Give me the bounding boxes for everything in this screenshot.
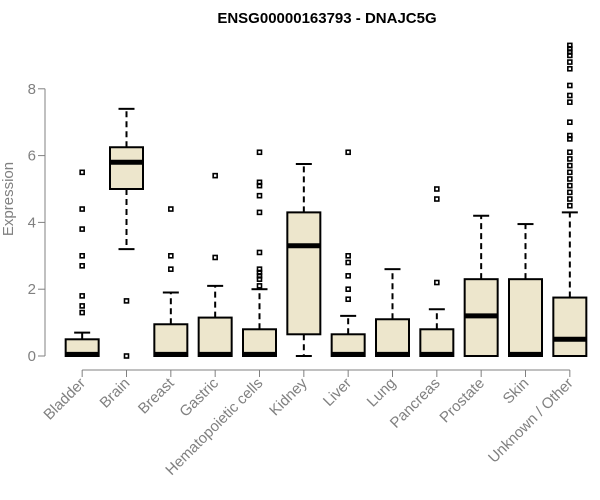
outlier-point xyxy=(79,293,85,299)
box xyxy=(197,316,233,357)
chart-title: ENSG00000163793 - DNAJC5G xyxy=(217,10,436,27)
x-tick-label: Bladder xyxy=(40,375,89,424)
box-group xyxy=(419,186,455,357)
outlier-point xyxy=(567,202,573,209)
outlier-point xyxy=(79,169,85,176)
outlier-point xyxy=(123,353,130,359)
outlier-point xyxy=(168,266,174,272)
boxes-group xyxy=(64,42,588,359)
outlier-point xyxy=(567,82,573,89)
y-tick-label: 8 xyxy=(28,81,36,98)
box-group xyxy=(242,149,277,357)
outlier-point xyxy=(212,172,218,179)
outlier-point xyxy=(79,309,85,316)
box-group xyxy=(463,214,499,357)
box xyxy=(508,278,543,357)
outlier-point xyxy=(79,206,85,212)
box-group xyxy=(330,149,366,358)
box-group xyxy=(286,162,322,357)
outlier-point xyxy=(345,149,351,156)
x-tick-label: Liver xyxy=(320,375,355,410)
box-group xyxy=(153,206,189,357)
outlier-point xyxy=(567,42,573,49)
outlier-point xyxy=(79,226,85,232)
box-group xyxy=(508,223,543,357)
box-group xyxy=(109,107,144,359)
outlier-point xyxy=(567,189,573,196)
outlier-point xyxy=(345,273,351,279)
outlier-point xyxy=(345,296,351,303)
x-tick-label: Brain xyxy=(97,375,134,412)
outlier-point xyxy=(79,303,85,309)
box-group xyxy=(64,169,100,357)
y-tick-label: 6 xyxy=(28,148,36,165)
y-tick-label: 0 xyxy=(28,348,36,365)
box-group xyxy=(197,172,233,357)
outlier-point xyxy=(345,286,351,293)
outlier-point xyxy=(256,249,263,256)
y-axis: 0 2 4 6 8 xyxy=(28,81,46,365)
outlier-point xyxy=(256,192,263,199)
outlier-point xyxy=(567,162,573,169)
outlier-point xyxy=(567,132,573,139)
outlier-point xyxy=(256,266,263,272)
box xyxy=(375,318,410,358)
outlier-point xyxy=(434,186,440,192)
x-tick-label: Kidney xyxy=(266,374,311,419)
outlier-point xyxy=(212,254,218,261)
y-axis-label: Expression xyxy=(0,162,17,236)
x-tick-label: Lung xyxy=(364,375,400,411)
outlier-point xyxy=(567,59,573,65)
outlier-point xyxy=(434,279,440,286)
outlier-point xyxy=(434,196,440,202)
outlier-point xyxy=(567,119,573,125)
outlier-point xyxy=(123,298,130,304)
outlier-point xyxy=(567,182,573,189)
x-tick-label: Prostate xyxy=(436,375,488,427)
outlier-point xyxy=(256,283,263,289)
outlier-point xyxy=(567,176,573,182)
outlier-point xyxy=(79,263,85,269)
box xyxy=(419,328,455,357)
box xyxy=(153,323,189,357)
box xyxy=(109,146,144,190)
outlier-point xyxy=(168,206,174,212)
outlier-point xyxy=(567,196,573,202)
y-tick-label: 2 xyxy=(28,281,36,298)
box xyxy=(552,296,588,357)
outlier-point xyxy=(256,209,263,216)
outlier-point xyxy=(567,99,573,105)
outlier-point xyxy=(567,156,573,162)
outlier-point xyxy=(345,253,351,259)
outlier-point xyxy=(256,179,263,186)
box-group xyxy=(552,42,588,357)
x-tick-label: Breast xyxy=(135,374,178,417)
box-group xyxy=(375,268,410,358)
box xyxy=(286,211,322,336)
outlier-point xyxy=(567,92,573,99)
y-tick-label: 4 xyxy=(28,214,36,231)
outlier-point xyxy=(567,169,573,176)
outlier-point xyxy=(567,65,573,72)
outlier-point xyxy=(567,149,573,156)
outlier-point xyxy=(168,253,174,259)
outlier-point xyxy=(79,253,85,259)
x-tick-label: Skin xyxy=(500,375,533,408)
x-tick-label: Unknown / Other xyxy=(485,375,577,467)
outlier-point xyxy=(256,149,263,156)
outlier-point xyxy=(345,259,351,266)
